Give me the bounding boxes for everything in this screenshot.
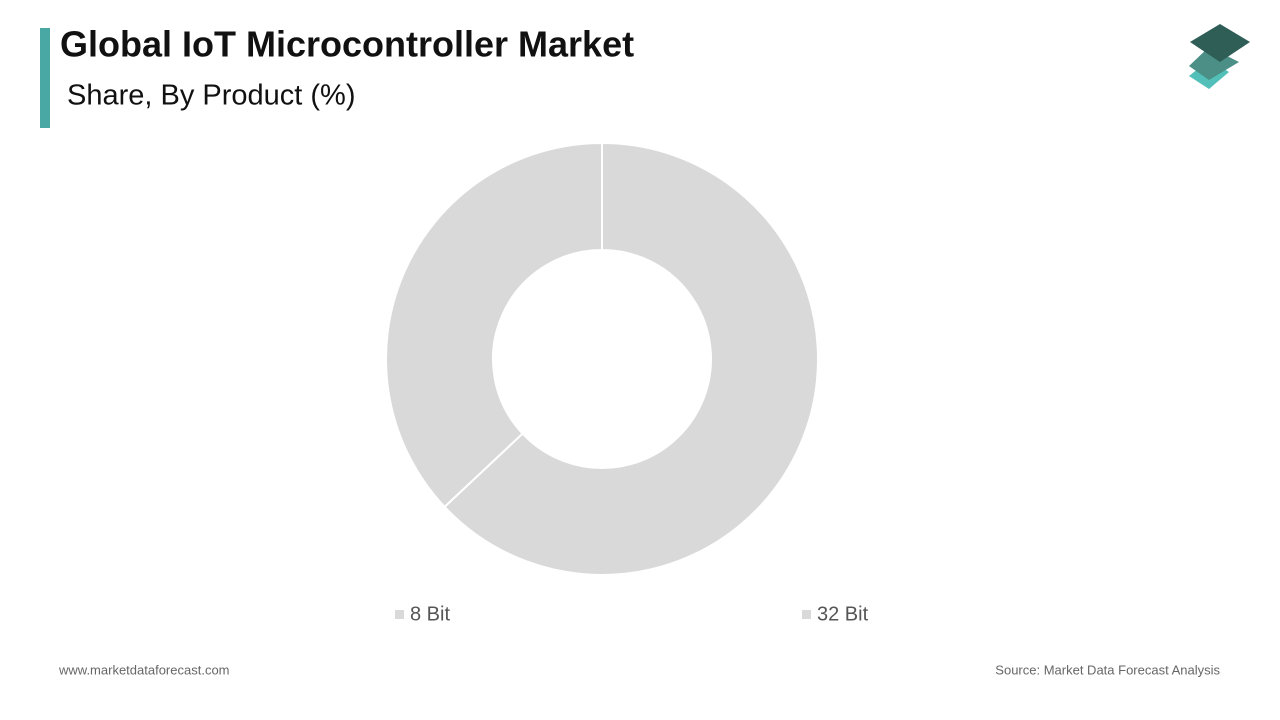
legend-marker — [802, 610, 811, 619]
footer-source: Source: Market Data Forecast Analysis — [995, 662, 1220, 677]
footer-website: www.marketdataforecast.com — [58, 662, 230, 677]
donut-segment — [385, 141, 603, 509]
logo — [1189, 24, 1250, 89]
legend-label: 8 Bit — [410, 603, 450, 625]
donut-segment — [443, 141, 819, 576]
chart-subtitle: Share, By Product (%) — [67, 80, 356, 112]
logo-layer — [1190, 24, 1250, 62]
legend-label: 32 Bit — [817, 603, 869, 625]
legend-marker — [395, 610, 404, 619]
logo-layer — [1189, 47, 1239, 80]
chart-title: Global IoT Microcontroller Market — [60, 24, 634, 65]
title-accent — [40, 28, 50, 128]
